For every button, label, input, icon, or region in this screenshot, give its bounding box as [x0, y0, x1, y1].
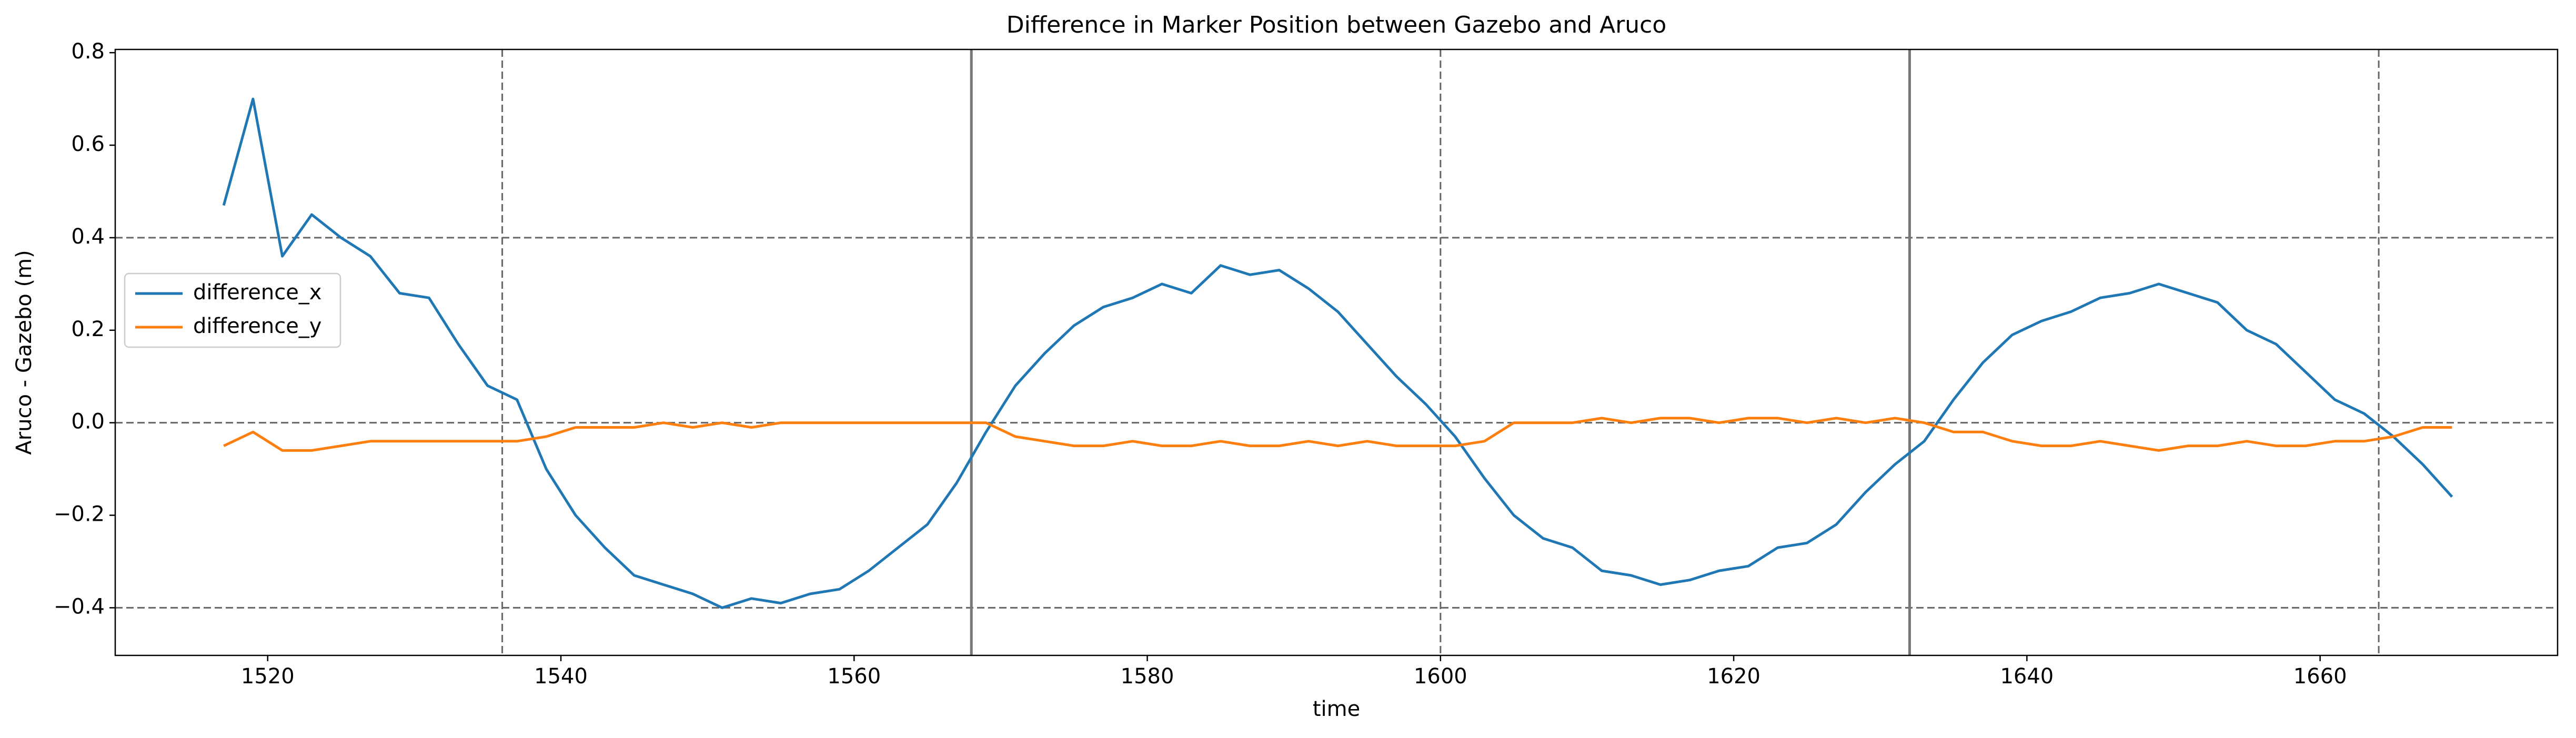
- y-tick-label: 0.2: [71, 317, 105, 341]
- y-tick-label: −0.4: [54, 594, 105, 619]
- y-tick-label: 0.4: [71, 225, 105, 249]
- x-tick-label: 1560: [827, 664, 881, 689]
- data-line: [222, 97, 2453, 609]
- x-axis-label: time: [1313, 697, 1360, 721]
- legend-box: [124, 272, 341, 348]
- plot-frame: [114, 48, 2559, 656]
- legend-label: difference_y: [193, 314, 321, 338]
- y-tick-label: 0.6: [71, 132, 105, 156]
- x-tick-label: 1620: [1707, 664, 1760, 689]
- data-line: [223, 417, 2452, 452]
- y-tick-label: 0.0: [71, 410, 105, 434]
- y-axis-label: Aruco - Gazebo (m): [12, 250, 36, 454]
- legend-label: difference_x: [193, 280, 321, 305]
- legend: difference_x difference_y: [124, 272, 341, 348]
- x-tick-label: 1580: [1121, 664, 1174, 689]
- y-tick-label: −0.2: [54, 502, 105, 527]
- x-tick-label: 1600: [1414, 664, 1467, 689]
- x-tick-label: 1540: [534, 664, 588, 689]
- x-tick-label: 1660: [2293, 664, 2347, 689]
- y-tick-label: 0.8: [71, 39, 105, 64]
- x-tick-label: 1640: [2000, 664, 2054, 689]
- chart-title: Difference in Marker Position between Ga…: [1007, 12, 1667, 38]
- x-tick-label: 1520: [241, 664, 295, 689]
